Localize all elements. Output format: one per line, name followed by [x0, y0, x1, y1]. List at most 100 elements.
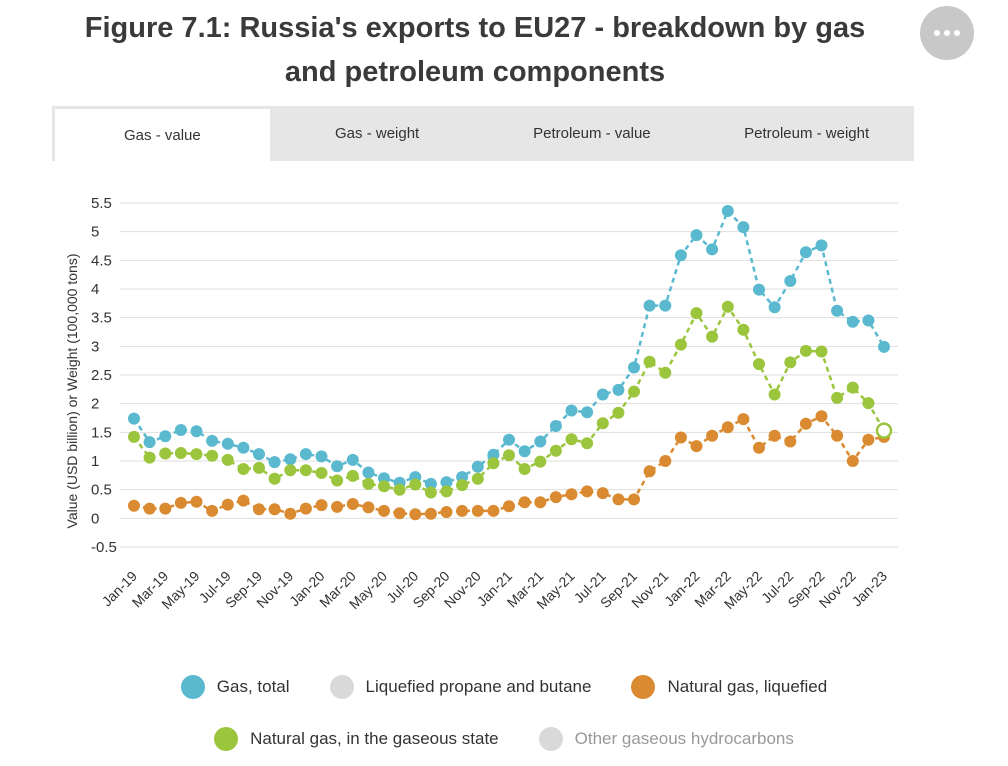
legend-item-natural-gas-gaseous[interactable]: Natural gas, in the gaseous state — [214, 727, 499, 751]
data-point — [534, 496, 547, 509]
data-point — [674, 249, 687, 262]
data-point — [659, 299, 672, 312]
data-point — [206, 434, 219, 447]
data-point — [784, 356, 797, 369]
data-point — [549, 491, 562, 504]
data-point — [737, 221, 750, 234]
data-point — [174, 496, 187, 509]
data-point — [206, 504, 219, 517]
data-point — [612, 383, 625, 396]
data-point — [628, 493, 640, 506]
ellipsis-icon — [934, 30, 960, 36]
grid-lines — [120, 202, 898, 548]
data-point — [424, 507, 437, 520]
data-point — [784, 435, 797, 448]
data-point — [315, 450, 328, 463]
data-point — [143, 436, 156, 449]
data-point — [706, 429, 719, 442]
tab-gas-weight[interactable]: Gas - weight — [335, 125, 420, 142]
legend-swatch — [329, 675, 354, 699]
legend-row-2: Natural gas, in the gaseous state Other … — [0, 727, 1008, 751]
data-point — [862, 397, 875, 410]
data-point — [518, 496, 531, 509]
data-point — [237, 463, 250, 475]
data-point — [674, 431, 687, 444]
data-point — [831, 429, 844, 442]
highlighted-point — [875, 422, 893, 439]
line-chart: 5.5 5 4.5 4 3.5 3 2.5 2 1.5 1 0.5 0 -0.5 Value (USD b… — [64, 195, 898, 612]
data-point — [440, 485, 453, 498]
data-point — [612, 406, 625, 419]
data-point — [799, 246, 812, 259]
data-point — [190, 448, 203, 461]
data-point — [846, 455, 859, 467]
data-point — [549, 444, 562, 457]
y-axis-title: Value (USD billion) or Weight (100,000 t… — [64, 254, 80, 529]
y-tick-label: 1.5 — [91, 424, 112, 441]
data-point — [159, 430, 172, 443]
data-point — [471, 504, 484, 517]
data-point — [487, 504, 500, 517]
data-point — [549, 420, 562, 432]
legend-item-gas-total[interactable]: Gas, total — [180, 675, 290, 699]
data-point — [456, 504, 469, 517]
legend-swatch — [214, 727, 239, 751]
x-tick-label: Jan-23 — [849, 568, 891, 610]
data-point — [206, 449, 219, 462]
legend-label: Liquefied propane and butane — [365, 677, 592, 696]
data-point — [721, 421, 734, 434]
data-point — [628, 385, 640, 398]
data-point — [284, 453, 297, 466]
data-point — [503, 449, 515, 462]
data-point — [643, 355, 656, 368]
data-point — [440, 506, 453, 518]
y-tick-label: 5.5 — [91, 195, 112, 212]
data-point — [643, 299, 656, 312]
data-point — [534, 455, 547, 468]
data-point — [596, 487, 609, 500]
data-point — [128, 499, 140, 512]
figure-title: Figure 7.1: Russia's exports to EU27 - b… — [84, 12, 866, 88]
data-point — [128, 430, 140, 443]
x-axis-ticks: Jan-19Mar-19May-19Jul-19Sep-19Nov-19Jan-… — [99, 568, 891, 612]
data-point — [393, 483, 406, 496]
data-point — [581, 485, 594, 498]
legend-label: Other gaseous hydrocarbons — [574, 729, 794, 748]
data-point — [346, 469, 359, 482]
data-point — [362, 501, 375, 514]
data-point — [768, 388, 781, 401]
tab-gas-value[interactable]: Gas - value — [55, 109, 270, 161]
legend-row-1: Gas, total Liquefied propane and butane … — [0, 675, 1008, 699]
legend-item-other-gaseous-hydrocarbons[interactable]: Other gaseous hydrocarbons — [538, 727, 794, 751]
y-tick-label: 0 — [91, 510, 99, 527]
data-point — [878, 340, 890, 353]
data-point — [299, 448, 312, 461]
legend-item-liquefied-propane-butane[interactable]: Liquefied propane and butane — [329, 675, 592, 699]
data-point — [737, 323, 750, 336]
data-point — [768, 429, 781, 442]
data-point — [721, 205, 734, 217]
data-point — [299, 464, 312, 477]
data-point — [268, 472, 281, 485]
more-options-button[interactable] — [920, 6, 974, 60]
y-tick-label: 2 — [91, 396, 99, 413]
data-point — [221, 498, 234, 511]
data-point — [487, 457, 500, 470]
data-point — [409, 508, 422, 521]
legend-swatch — [538, 727, 563, 751]
data-point — [284, 507, 297, 520]
tab-petroleum-value[interactable]: Petroleum - value — [533, 125, 651, 142]
data-point — [378, 480, 390, 493]
data-point — [659, 366, 672, 379]
data-point — [565, 404, 578, 417]
data-point — [268, 456, 281, 469]
tab-petroleum-weight[interactable]: Petroleum - weight — [744, 125, 870, 142]
data-point — [815, 410, 828, 423]
data-point — [128, 412, 140, 425]
legend-item-natural-gas-liquefied[interactable]: Natural gas, liquefied — [631, 675, 827, 699]
data-point — [331, 500, 344, 513]
data-point — [284, 464, 297, 477]
legend-swatch — [631, 675, 656, 699]
legend-label: Gas, total — [216, 677, 290, 696]
data-point — [643, 465, 656, 478]
